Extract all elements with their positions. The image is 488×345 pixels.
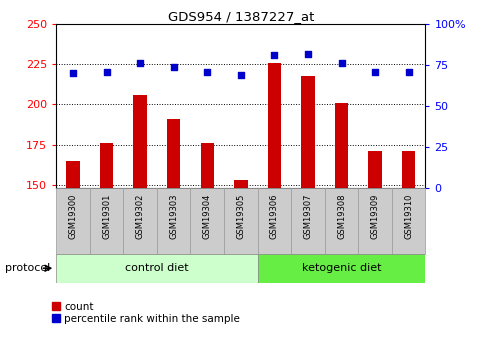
- Text: GSM19307: GSM19307: [303, 193, 312, 239]
- Text: GSM19302: GSM19302: [135, 193, 144, 239]
- Bar: [257, 254, 425, 283]
- Point: [136, 61, 144, 66]
- Text: GSM19309: GSM19309: [370, 193, 379, 239]
- Bar: [123, 188, 157, 254]
- Text: GSM19303: GSM19303: [169, 193, 178, 239]
- Bar: [234, 180, 247, 188]
- Bar: [190, 188, 224, 254]
- Bar: [290, 188, 324, 254]
- Bar: [267, 63, 281, 188]
- Bar: [224, 188, 257, 254]
- Point: [203, 69, 211, 75]
- Text: GSM19300: GSM19300: [68, 193, 78, 239]
- Text: GSM19305: GSM19305: [236, 193, 245, 239]
- Text: GSM19304: GSM19304: [203, 193, 211, 239]
- Point: [404, 69, 412, 75]
- Bar: [100, 143, 113, 188]
- Point: [102, 69, 110, 75]
- Point: [304, 51, 311, 56]
- Point: [236, 72, 244, 78]
- Point: [370, 69, 378, 75]
- Bar: [66, 161, 80, 188]
- Text: GSM19306: GSM19306: [269, 193, 278, 239]
- Title: GDS954 / 1387227_at: GDS954 / 1387227_at: [167, 10, 313, 23]
- Point: [169, 64, 177, 69]
- Bar: [56, 254, 257, 283]
- Text: protocol: protocol: [5, 263, 50, 273]
- Bar: [200, 143, 214, 188]
- Bar: [166, 119, 180, 188]
- Text: GSM19308: GSM19308: [336, 193, 346, 239]
- Bar: [324, 188, 358, 254]
- Legend: count, percentile rank within the sample: count, percentile rank within the sample: [52, 302, 240, 324]
- Bar: [133, 95, 146, 188]
- Bar: [358, 188, 391, 254]
- Bar: [367, 151, 381, 188]
- Bar: [56, 188, 90, 254]
- Bar: [157, 188, 190, 254]
- Bar: [391, 188, 425, 254]
- Point: [69, 70, 77, 76]
- Bar: [401, 151, 414, 188]
- Bar: [301, 76, 314, 188]
- Text: GSM19301: GSM19301: [102, 193, 111, 239]
- Text: GSM19310: GSM19310: [403, 193, 412, 239]
- Point: [337, 61, 345, 66]
- Bar: [257, 188, 290, 254]
- Point: [270, 52, 278, 58]
- Bar: [90, 188, 123, 254]
- Text: control diet: control diet: [125, 263, 188, 273]
- Bar: [334, 103, 347, 188]
- Text: ketogenic diet: ketogenic diet: [301, 263, 381, 273]
